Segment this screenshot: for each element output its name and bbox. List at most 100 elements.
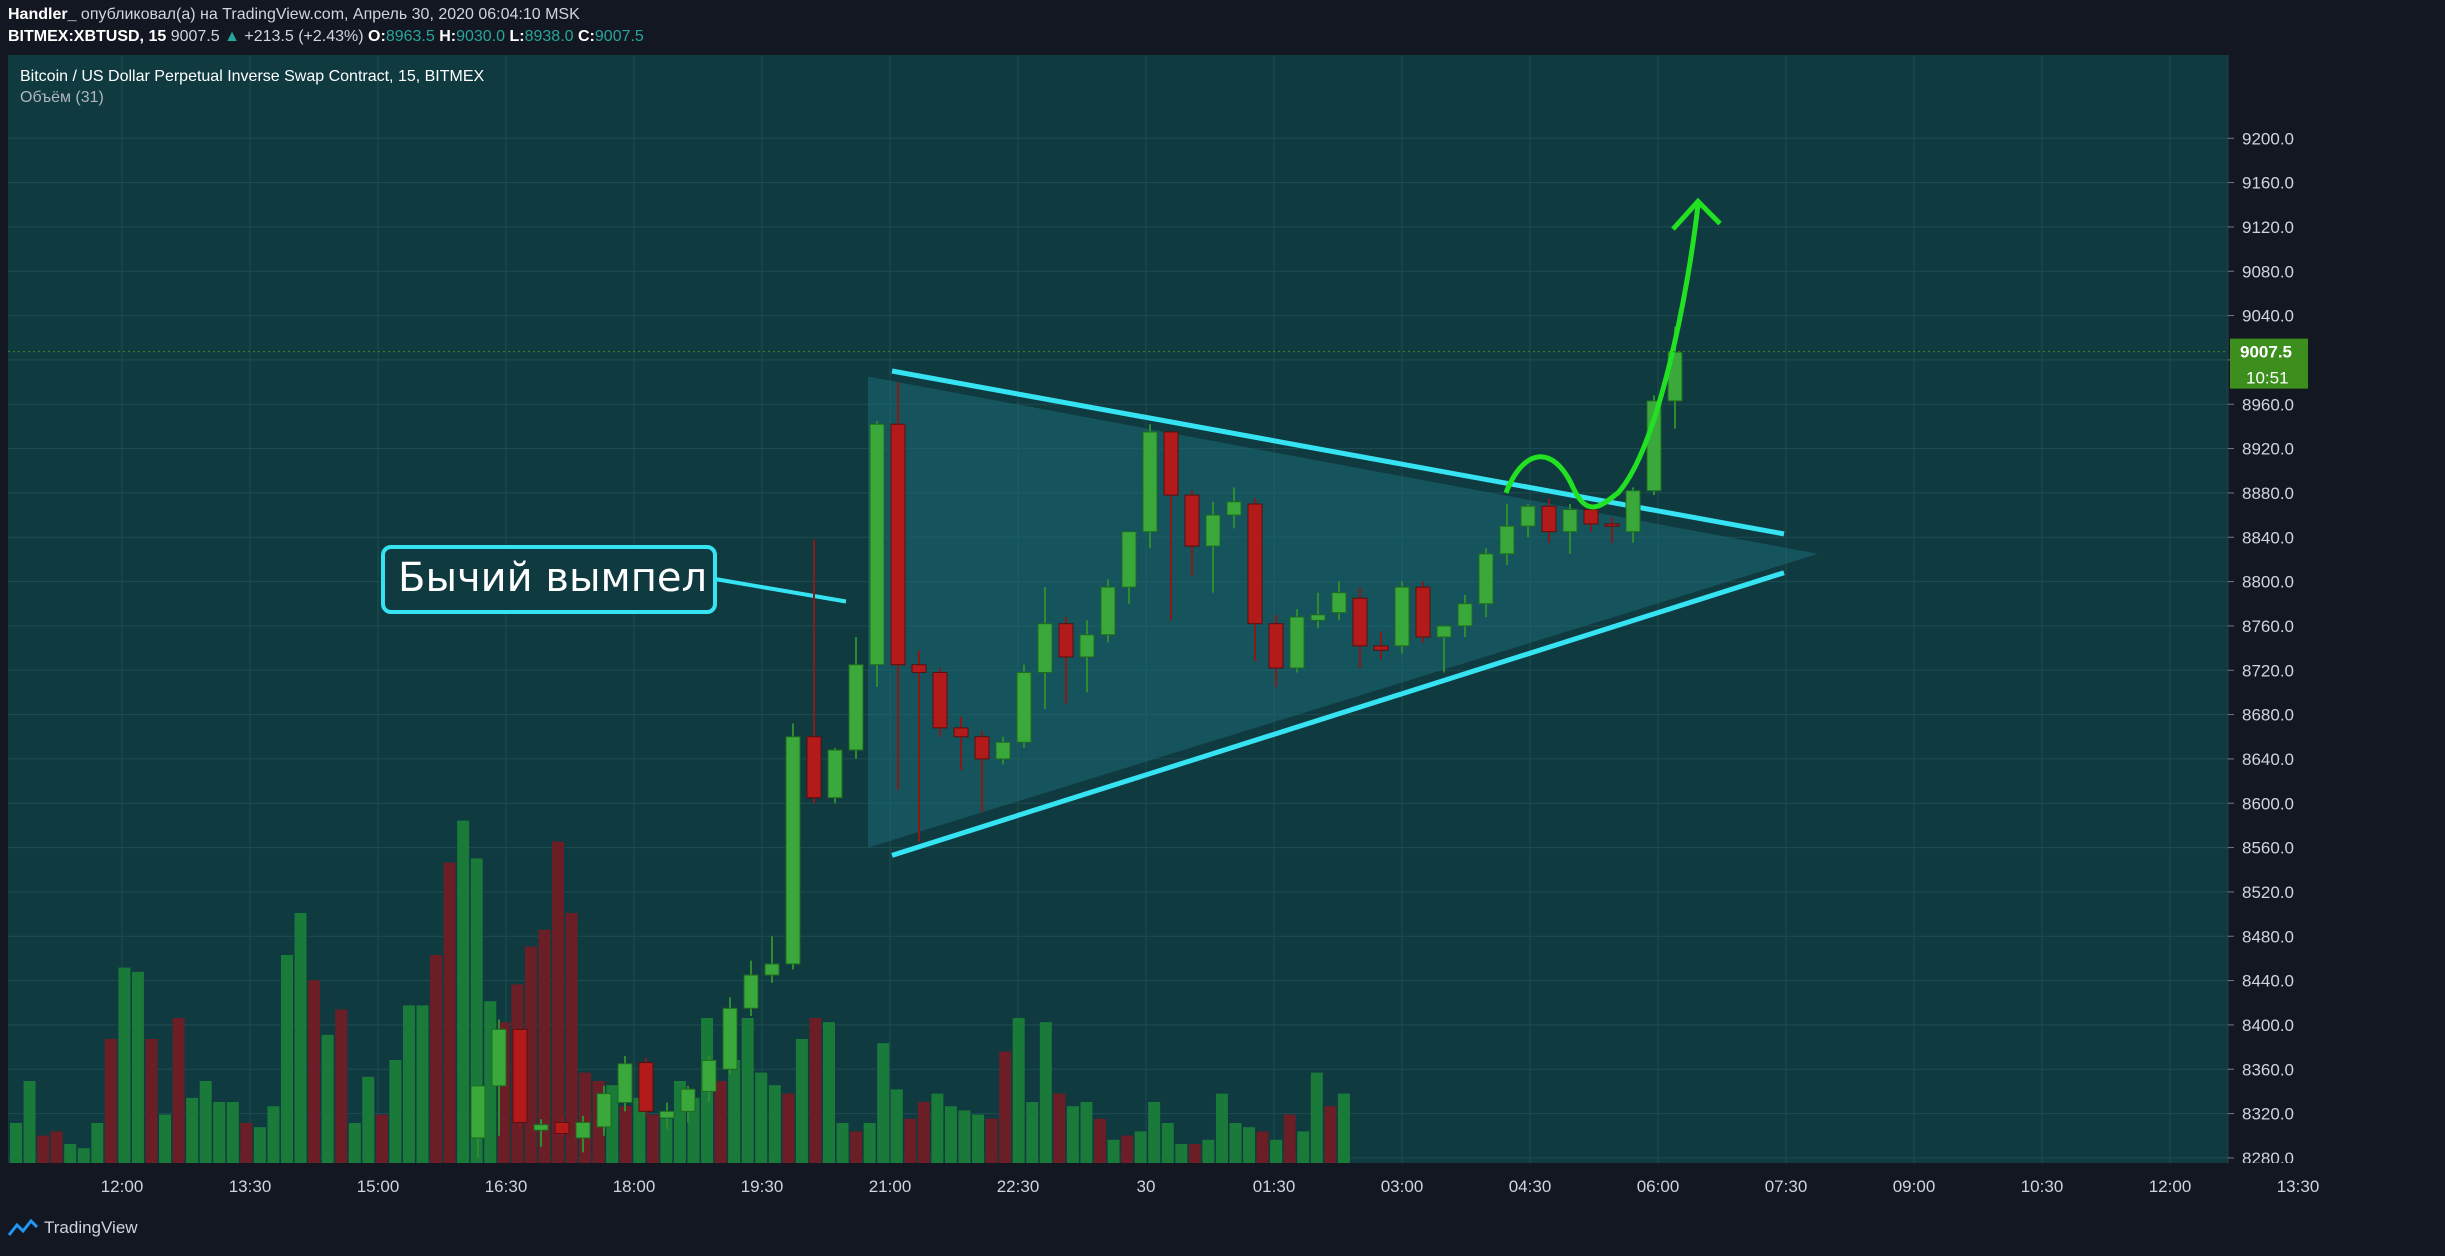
volume-bar xyxy=(1094,1118,1106,1165)
time-axis-bg xyxy=(8,1163,2358,1167)
tradingview-brand[interactable]: TradingView xyxy=(44,1218,138,1237)
volume-bar xyxy=(50,1131,63,1165)
volume-bar xyxy=(823,1022,835,1165)
price-tick-label: 8400.0 xyxy=(2242,1016,2294,1035)
time-axis[interactable]: 12:00 13:30 15:00 16:30 18:00 19:30 21:00 22:30… xyxy=(8,1167,2358,1207)
volume-bar xyxy=(118,967,131,1165)
chart-area[interactable]: 9200.09160.09120.09080.09040.09000.08960… xyxy=(8,55,2358,1167)
volume-bar xyxy=(768,1085,781,1165)
price-axis-bg[interactable] xyxy=(2228,55,2358,1167)
time-tick-label: 30 xyxy=(1136,1177,1156,1196)
volume-bar xyxy=(145,1039,158,1165)
low-label: L: xyxy=(509,28,525,45)
price-tick-label: 8960.0 xyxy=(2242,395,2294,414)
candle-body xyxy=(953,727,969,738)
candle-body xyxy=(848,664,864,751)
time-tick-label: 19:30 xyxy=(740,1177,784,1196)
volume-bar xyxy=(1080,1102,1093,1165)
candle-body xyxy=(533,1124,549,1131)
volume-bar xyxy=(1310,1072,1323,1165)
candle-body xyxy=(1142,431,1158,533)
annotation-box[interactable] xyxy=(381,545,717,614)
pennant-lower-line[interactable] xyxy=(891,570,1785,858)
volume-bar xyxy=(267,1106,280,1165)
volume-bar xyxy=(375,1114,388,1165)
time-tick-label: 18:00 xyxy=(612,1177,656,1196)
volume-bar xyxy=(1297,1131,1310,1165)
footer: TradingView xyxy=(8,1218,138,1238)
high-value: 9030.0 xyxy=(456,28,506,45)
price-tick-label: 8360.0 xyxy=(2242,1060,2294,1079)
price-tick-label: 8840.0 xyxy=(2242,528,2294,547)
price-tick-label: 9160.0 xyxy=(2242,174,2294,193)
tradingview-logo-icon[interactable] xyxy=(8,1219,38,1237)
volume-bar xyxy=(579,1072,592,1165)
price-tick-label: 8600.0 xyxy=(2242,794,2294,813)
candle-body xyxy=(764,963,780,976)
volume-bar xyxy=(159,1114,172,1165)
volume-bar xyxy=(1188,1144,1201,1165)
close-value: 9007.5 xyxy=(594,28,644,45)
price-change: +213.5 (+2.43%) xyxy=(244,28,364,45)
candle-body xyxy=(1373,645,1389,651)
annotation-text: Бычий вымпел xyxy=(398,555,707,601)
candle-body xyxy=(1037,623,1053,673)
volume-bar xyxy=(1229,1123,1242,1165)
candle-body xyxy=(470,1085,486,1139)
price-tick-label: 9120.0 xyxy=(2242,218,2294,237)
current-price-tag[interactable] xyxy=(2230,338,2308,389)
volume-bar xyxy=(308,980,321,1165)
volume-bar xyxy=(348,1123,361,1165)
close-label: C: xyxy=(578,28,595,45)
candle-body xyxy=(1205,514,1221,547)
volume-bar xyxy=(213,1102,226,1165)
price-tick-label: 8760.0 xyxy=(2242,617,2294,636)
candle-body xyxy=(806,736,822,799)
volume-bar xyxy=(795,1039,808,1165)
open-label: O: xyxy=(368,28,386,45)
volume-bar xyxy=(863,1123,876,1165)
volume-bar xyxy=(1053,1093,1066,1165)
ohlc-line: BITMEX:XBTUSD, 15 9007.5 ▲ +213.5 (+2.43… xyxy=(8,26,644,48)
candle-body xyxy=(680,1088,696,1112)
candle-body xyxy=(491,1028,507,1087)
candle-body xyxy=(1625,490,1641,533)
volume-bar xyxy=(131,971,144,1165)
volume-bar xyxy=(64,1144,77,1165)
candle-body xyxy=(722,1007,738,1070)
candle-body xyxy=(1520,505,1536,527)
time-tick-label: 07:30 xyxy=(1764,1177,1808,1196)
projection-arrow[interactable] xyxy=(1503,197,1722,510)
volume-bar xyxy=(985,1118,998,1165)
volume-bar xyxy=(660,1118,673,1165)
candle-body xyxy=(1478,553,1494,605)
candle-body xyxy=(1268,623,1284,669)
volume-bar xyxy=(524,946,537,1165)
candle-body xyxy=(1583,509,1599,525)
volume-bar xyxy=(430,955,443,1165)
price-tick-label: 8480.0 xyxy=(2242,927,2294,946)
volume-bar xyxy=(1202,1139,1215,1165)
volume-bars xyxy=(10,820,1350,1165)
volume-bar xyxy=(904,1118,917,1165)
bullish-projection-curve[interactable] xyxy=(1503,204,1701,510)
volume-bar xyxy=(77,1148,90,1165)
volume-bar xyxy=(1283,1114,1296,1165)
pennant-annotation[interactable]: Бычий вымпел xyxy=(381,545,717,614)
volume-bar xyxy=(10,1123,22,1165)
volume-bar xyxy=(1324,1106,1337,1165)
price-chart[interactable]: 9200.09160.09120.09080.09040.09000.08960… xyxy=(8,55,2358,1167)
candle-body xyxy=(1331,592,1347,614)
volume-bar xyxy=(1107,1139,1120,1165)
candle-body xyxy=(1100,586,1116,636)
volume-bar xyxy=(890,1089,903,1165)
high-label: H: xyxy=(439,28,457,45)
candle-body xyxy=(1394,586,1410,647)
volume-indicator-label[interactable]: Объём (31) xyxy=(20,89,104,106)
author-name[interactable]: Handler_ xyxy=(8,6,77,23)
time-tick-label: 15:00 xyxy=(356,1177,400,1196)
volume-bar xyxy=(1026,1102,1039,1165)
candle-body xyxy=(659,1110,675,1119)
candle-body xyxy=(1310,614,1326,621)
candle-body xyxy=(575,1121,591,1139)
